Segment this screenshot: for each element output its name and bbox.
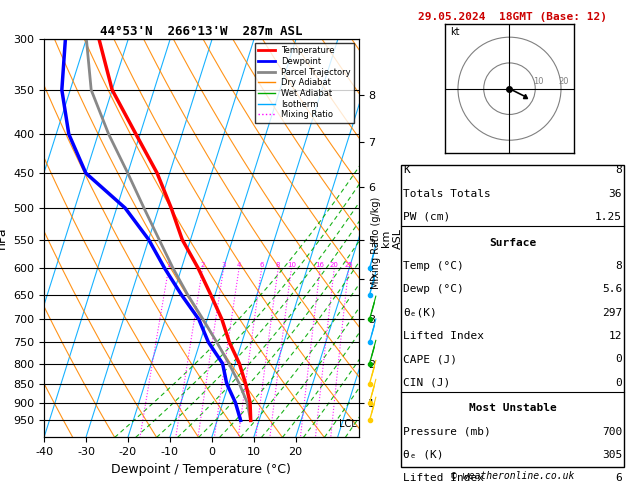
Text: Mixing Ratio (g/kg): Mixing Ratio (g/kg) xyxy=(371,197,381,289)
Text: 8: 8 xyxy=(615,165,622,175)
Text: 5.6: 5.6 xyxy=(602,284,622,294)
Text: 0: 0 xyxy=(615,354,622,364)
Text: 25: 25 xyxy=(344,262,353,268)
Text: Dewp (°C): Dewp (°C) xyxy=(403,284,464,294)
Text: θₑ(K): θₑ(K) xyxy=(403,308,437,317)
Text: © weatheronline.co.uk: © weatheronline.co.uk xyxy=(451,471,574,481)
Text: 0: 0 xyxy=(615,378,622,387)
Text: 10: 10 xyxy=(533,76,543,86)
Text: 10: 10 xyxy=(287,262,296,268)
Text: LCL: LCL xyxy=(338,419,357,429)
Y-axis label: hPa: hPa xyxy=(0,227,8,249)
Text: 29.05.2024  18GMT (Base: 12): 29.05.2024 18GMT (Base: 12) xyxy=(418,12,607,22)
Text: kt: kt xyxy=(450,27,460,36)
Text: CIN (J): CIN (J) xyxy=(403,378,450,387)
Text: 16: 16 xyxy=(316,262,325,268)
Text: Pressure (mb): Pressure (mb) xyxy=(403,427,491,436)
Legend: Temperature, Dewpoint, Parcel Trajectory, Dry Adiabat, Wet Adiabat, Isotherm, Mi: Temperature, Dewpoint, Parcel Trajectory… xyxy=(255,43,354,122)
Text: CAPE (J): CAPE (J) xyxy=(403,354,457,364)
Text: Lifted Index: Lifted Index xyxy=(403,331,484,341)
Text: Most Unstable: Most Unstable xyxy=(469,403,557,413)
Text: 6: 6 xyxy=(259,262,264,268)
Text: K: K xyxy=(403,165,410,175)
Y-axis label: km
ASL: km ASL xyxy=(381,227,403,249)
Text: 12: 12 xyxy=(608,331,622,341)
Text: 8: 8 xyxy=(276,262,281,268)
Text: Lifted Index: Lifted Index xyxy=(403,473,484,483)
Text: 36: 36 xyxy=(608,189,622,199)
Text: 6: 6 xyxy=(615,473,622,483)
Text: Totals Totals: Totals Totals xyxy=(403,189,491,199)
Text: 20: 20 xyxy=(559,76,569,86)
Text: PW (cm): PW (cm) xyxy=(403,212,450,222)
Title: 44°53'N  266°13'W  287m ASL: 44°53'N 266°13'W 287m ASL xyxy=(100,25,303,38)
Text: Temp (°C): Temp (°C) xyxy=(403,261,464,271)
Text: 305: 305 xyxy=(602,450,622,460)
Text: θₑ (K): θₑ (K) xyxy=(403,450,443,460)
Text: 1.25: 1.25 xyxy=(595,212,622,222)
Bar xyxy=(401,165,625,467)
Text: 1: 1 xyxy=(167,262,171,268)
Text: 297: 297 xyxy=(602,308,622,317)
Text: Surface: Surface xyxy=(489,238,537,247)
Text: 3: 3 xyxy=(221,262,226,268)
Text: 20: 20 xyxy=(330,262,338,268)
Text: 4: 4 xyxy=(237,262,242,268)
Text: 700: 700 xyxy=(602,427,622,436)
Text: 8: 8 xyxy=(615,261,622,271)
X-axis label: Dewpoint / Temperature (°C): Dewpoint / Temperature (°C) xyxy=(111,463,291,476)
Text: 2: 2 xyxy=(201,262,205,268)
